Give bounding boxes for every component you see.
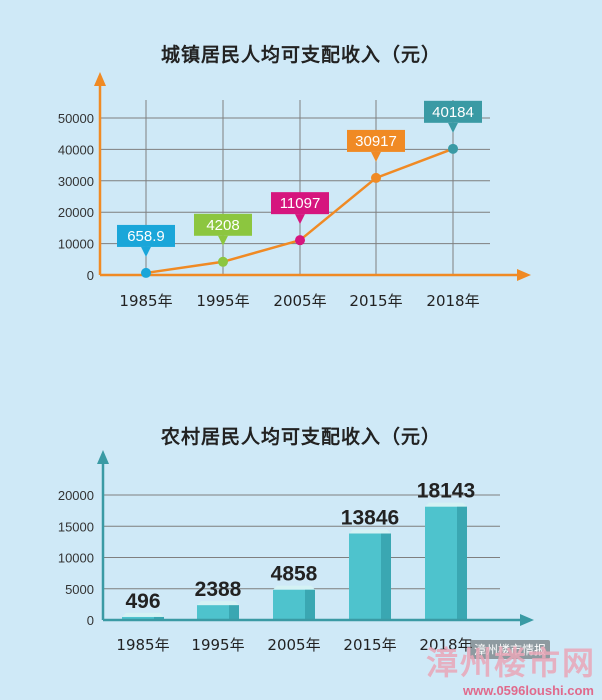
data-point [448, 143, 458, 154]
y-tick-label: 10000 [58, 551, 94, 566]
x-tick-label: 2005年 [267, 636, 320, 654]
data-label-box [194, 213, 252, 236]
bar-top [349, 529, 391, 534]
bar-top [273, 585, 315, 590]
y-tick-label: 30000 [58, 174, 94, 189]
bar-top [425, 502, 467, 507]
data-label: 11097 [280, 195, 321, 212]
bar-side [154, 616, 164, 620]
bar-value-label: 2388 [195, 578, 242, 601]
y-tick-label: 20000 [58, 488, 94, 503]
bar-top [122, 612, 164, 617]
data-label-pointer [371, 151, 381, 162]
bar-value-label: 4858 [271, 563, 318, 586]
data-label: 658.9 [127, 228, 165, 245]
data-point [295, 235, 305, 246]
y-axis-arrow [94, 72, 106, 86]
y-tick-label: 0 [87, 268, 94, 283]
wechat-watermark: 漳州楼市情报 [470, 640, 551, 659]
x-tick-label: 2015年 [343, 636, 396, 654]
bar-value-label: 496 [125, 590, 160, 613]
data-label-pointer [295, 214, 305, 225]
bar-side [229, 605, 239, 620]
y-tick-label: 15000 [58, 519, 94, 534]
data-label-box [271, 192, 329, 215]
x-tick-label: 2018年 [419, 636, 472, 654]
bar [122, 616, 164, 620]
x-axis-arrow [517, 269, 531, 281]
bar-side [305, 589, 315, 620]
data-label-box [117, 224, 175, 247]
data-label-box [347, 129, 405, 152]
site-url-watermark: www.0596loushi.com [462, 683, 594, 698]
x-tick-label: 2005年 [273, 292, 326, 310]
data-point [141, 267, 151, 278]
data-label-pointer [141, 246, 151, 257]
data-point [218, 256, 228, 267]
bar-value-label: 13846 [341, 506, 399, 529]
x-tick-label: 1995年 [191, 636, 244, 654]
x-tick-label: 2015年 [349, 292, 402, 310]
x-tick-label: 1995年 [196, 292, 249, 310]
x-tick-label: 2018年 [426, 292, 479, 310]
urban-income-line-chart: 0 10000 20000 30000 40000 50000 1985年 1995年 2005… [58, 72, 531, 310]
y-tick-label: 5000 [65, 582, 94, 597]
rural-chart-title: 农村居民人均可支配收入（元） [160, 426, 441, 448]
data-label-pointer [448, 122, 458, 133]
x-tick-label: 1985年 [116, 636, 169, 654]
rural-income-bar-chart: 0 5000 10000 15000 20000 496 2388 4858 13846 1814… [58, 450, 534, 654]
y-axis-arrow [97, 450, 109, 464]
data-label: 30917 [355, 133, 397, 150]
x-tick-label: 1985年 [119, 292, 172, 310]
bar-top [197, 601, 239, 606]
y-tick-label: 20000 [58, 205, 94, 220]
bar-value-label: 18143 [417, 480, 475, 503]
data-point [371, 172, 381, 183]
data-label: 4208 [206, 217, 239, 234]
data-label: 40184 [432, 104, 474, 121]
x-axis-arrow [520, 614, 534, 626]
bar-side [381, 533, 391, 620]
data-label-pointer [218, 235, 228, 246]
site-watermark: 漳州楼市网 [425, 644, 596, 682]
y-tick-label: 40000 [58, 142, 94, 157]
y-tick-label: 50000 [58, 111, 94, 126]
data-label-box [424, 100, 482, 123]
urban-chart-title: 城镇居民人均可支配收入（元） [160, 44, 441, 66]
bar-side [457, 506, 467, 620]
y-tick-label: 0 [87, 613, 94, 628]
bar [197, 605, 239, 620]
y-tick-label: 10000 [58, 237, 94, 252]
